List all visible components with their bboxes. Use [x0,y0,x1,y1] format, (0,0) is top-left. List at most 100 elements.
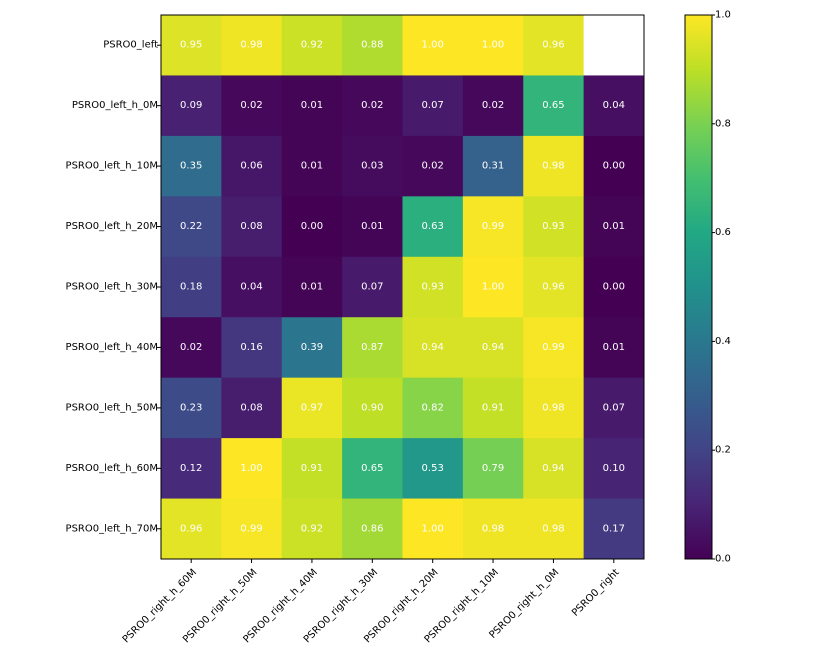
heatmap-cell [221,317,283,379]
heatmap-cell [281,256,343,318]
heatmap-cell [402,196,464,258]
cell-value-label: 0.94 [482,342,504,353]
heatmap-cell [583,498,645,560]
heatmap-cell [402,317,464,379]
cell-value-label: 0.93 [422,282,444,293]
heatmap-cell [583,135,645,197]
heatmap-cell [161,256,222,318]
cell-value-label: 0.02 [422,161,444,172]
heatmap-cell [523,196,585,258]
colorbar-tick-label: 1.0 [715,10,731,21]
heatmap-cell [161,438,222,500]
cell-value-label: 0.01 [301,100,323,111]
heatmap-cell [221,377,283,439]
cell-value-label: 0.00 [301,221,323,232]
x-axis: PSRO0_right_h_60MPSRO0_right_h_50MPSRO0_… [121,559,622,645]
cell-value-label: 0.63 [422,221,444,232]
heatmap-cell [161,498,222,560]
heatmap-cell [523,75,585,137]
cell-value-label: 0.94 [422,342,444,353]
colorbar-tick-label: 0.2 [715,445,731,456]
heatmap-cell [523,377,585,439]
heatmap-cell [221,196,283,258]
cell-value-label: 1.00 [482,282,504,293]
y-tick-label: PSRO0_left_h_20M [66,221,158,232]
heatmap-cell [342,75,403,137]
cell-value-label: 0.01 [603,342,625,353]
heatmap-cell [221,256,283,318]
heatmap-cell [523,256,585,318]
heatmap-cell [402,75,464,137]
cell-value-label: 1.00 [240,463,262,474]
heatmap-cell [523,135,585,197]
cell-value-label: 0.09 [180,100,202,111]
cell-value-label: 0.94 [542,463,564,474]
cell-value-label: 0.90 [361,402,383,413]
heatmap-cell [462,135,524,197]
cell-value-label: 0.65 [542,100,564,111]
cell-value-label: 0.02 [482,100,504,111]
cell-value-label: 0.06 [240,161,262,172]
heatmap-cell [462,438,524,500]
heatmap-cell [583,196,645,258]
heatmap-cell [281,377,343,439]
cell-value-label: 0.18 [180,282,202,293]
cell-value-label: 0.01 [301,282,323,293]
cell-value-label: 0.01 [361,221,383,232]
cell-value-label: 0.79 [482,463,504,474]
cell-value-label: 0.07 [422,100,444,111]
y-tick-label: PSRO0_left_h_30M [66,282,158,293]
heatmap-cell [342,135,403,197]
cell-value-label: 0.31 [482,161,504,172]
heatmap-cell [281,438,343,500]
heatmap-cell [342,317,403,379]
heatmap-cell [402,15,464,76]
heatmap-cell [462,15,524,76]
cell-value-label: 0.96 [180,523,202,534]
cell-value-label: 0.22 [180,221,202,232]
heatmap-cell [402,135,464,197]
heatmap-cells [161,15,645,560]
heatmap-cell [462,256,524,318]
y-tick-label: PSRO0_left_h_10M [66,161,158,172]
colorbar: 0.0 0.2 0.4 0.6 0.8 1.0 [684,10,731,565]
colorbar-gradient [684,14,713,560]
cell-value-label: 0.12 [180,463,202,474]
heatmap-cell [342,498,403,560]
cell-value-label: 0.86 [361,523,383,534]
cell-value-label: 0.08 [240,221,262,232]
heatmap-cell [342,377,403,439]
cell-value-label: 0.08 [240,402,262,413]
heatmap-cell [583,75,645,137]
heatmap-cell [523,438,585,500]
cell-value-label: 0.02 [361,100,383,111]
heatmap-cell [583,377,645,439]
cell-value-label: 0.17 [603,523,625,534]
heatmap-cell [583,438,645,500]
cell-value-label: 0.23 [180,402,202,413]
cell-value-label: 1.00 [422,40,444,51]
y-tick-label: PSRO0_left_h_0M [72,100,158,111]
heatmap-cell-labels: 0.95 0.98 0.92 0.88 1.00 1.00 0.96 0.09 0.02 0.01… [180,40,625,535]
cell-value-label: 0.98 [240,40,262,51]
y-tick-label: PSRO0_left_h_60M [66,463,158,474]
y-tick-label: PSRO0_left_h_70M [66,523,158,534]
colorbar-tick-label: 0.0 [715,554,731,565]
heatmap-cell [221,498,283,560]
heatmap-cell [462,498,524,560]
cell-value-label: 0.96 [542,40,564,51]
cell-value-label: 0.91 [301,463,323,474]
cell-value-label: 0.98 [542,161,564,172]
cell-value-label: 0.39 [301,342,323,353]
heatmap-cell [161,317,222,379]
heatmap-cell [281,317,343,379]
cell-value-label: 0.99 [542,342,564,353]
cell-value-label: 0.00 [603,282,625,293]
colorbar-tick-label: 0.6 [715,227,731,238]
heatmap-cell [161,377,222,439]
heatmap-cell [342,438,403,500]
cell-value-label: 0.65 [361,463,383,474]
heatmap-cell [402,498,464,560]
heatmap-cell [583,317,645,379]
heatmap-cell [221,135,283,197]
